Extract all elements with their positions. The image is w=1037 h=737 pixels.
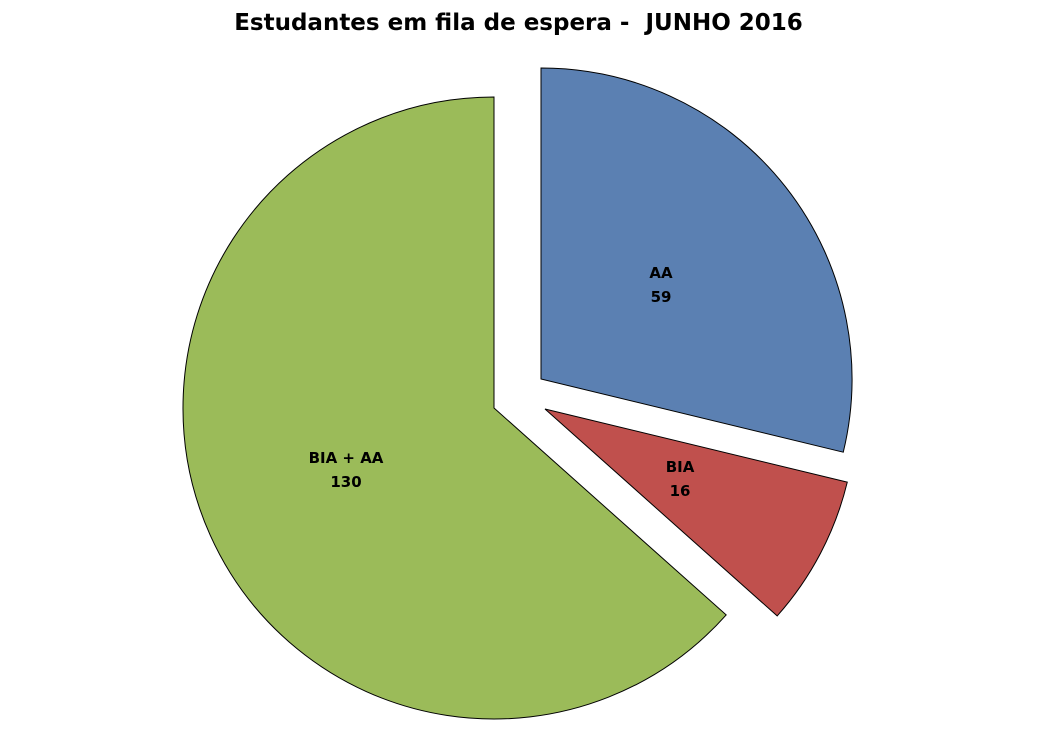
slice-value-label: 130 (330, 473, 361, 491)
pie-slice-bia-aa (182, 96, 727, 720)
slice-value-label: 16 (670, 482, 691, 500)
chart-title: Estudantes em fila de espera - JUNHO 201… (234, 10, 803, 36)
pie-slice-aa (540, 67, 853, 453)
slice-label: BIA (666, 458, 695, 476)
slice-label: AA (649, 264, 673, 282)
slice-value-label: 59 (651, 288, 672, 306)
pie-slice-bia (544, 408, 848, 617)
slice-label: BIA + AA (309, 449, 384, 467)
